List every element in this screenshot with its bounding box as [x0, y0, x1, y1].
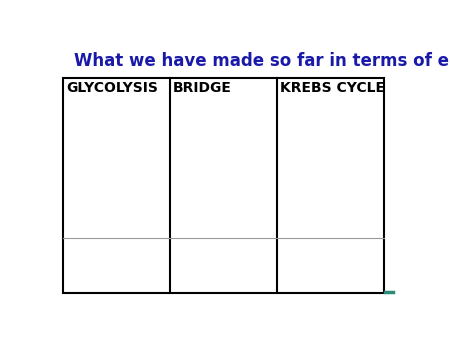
Text: KREBS CYCLE: KREBS CYCLE [280, 81, 385, 95]
Text: BRIDGE: BRIDGE [173, 81, 232, 95]
Text: What we have made so far in terms of energy: What we have made so far in terms of ene… [74, 52, 450, 70]
Bar [63, 78, 384, 293]
Bar [63, 78, 384, 293]
Text: GLYCOLYSIS: GLYCOLYSIS [66, 81, 158, 95]
